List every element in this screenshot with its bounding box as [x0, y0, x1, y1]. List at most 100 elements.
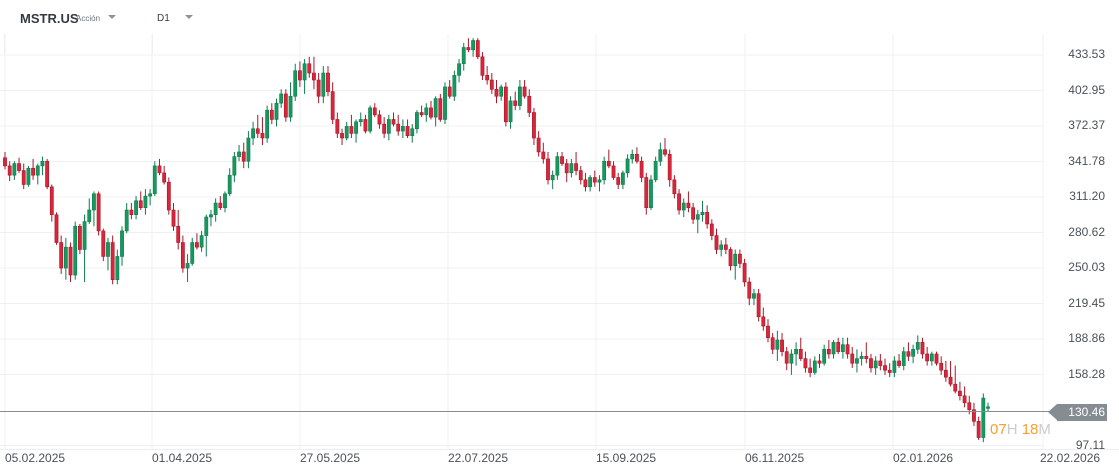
bearish-candle[interactable] — [438, 93, 443, 122]
bearish-candle[interactable] — [864, 342, 869, 364]
bearish-candle[interactable] — [59, 235, 64, 274]
bullish-candle[interactable] — [812, 356, 817, 375]
bullish-candle[interactable] — [92, 191, 96, 227]
bearish-candle[interactable] — [340, 128, 344, 146]
bearish-candle[interactable] — [349, 114, 354, 139]
bearish-candle[interactable] — [45, 158, 50, 190]
bullish-candle[interactable] — [986, 402, 990, 413]
bearish-candle[interactable] — [943, 360, 948, 382]
bearish-candle[interactable] — [363, 114, 368, 134]
bullish-candle[interactable] — [901, 347, 906, 371]
bearish-candle[interactable] — [447, 79, 452, 99]
bearish-candle[interactable] — [677, 189, 681, 215]
bullish-candle[interactable] — [386, 114, 391, 141]
bullish-candle[interactable] — [40, 156, 45, 176]
bullish-candle[interactable] — [424, 103, 429, 122]
bearish-candle[interactable] — [953, 365, 958, 394]
bullish-candle[interactable] — [457, 59, 461, 83]
bullish-candle[interactable] — [625, 154, 630, 178]
bearish-candle[interactable] — [972, 402, 976, 426]
bullish-candle[interactable] — [499, 84, 504, 101]
bearish-candle[interactable] — [616, 172, 621, 190]
bullish-candle[interactable] — [630, 149, 635, 164]
bearish-candle[interactable] — [527, 89, 532, 118]
bearish-candle[interactable] — [157, 158, 162, 176]
bearish-candle[interactable] — [560, 151, 564, 166]
bearish-candle[interactable] — [934, 351, 939, 366]
bullish-candle[interactable] — [124, 203, 129, 234]
bearish-candle[interactable] — [218, 196, 223, 211]
bullish-candle[interactable] — [213, 198, 218, 222]
bearish-candle[interactable] — [475, 38, 480, 60]
bearish-candle[interactable] — [110, 235, 115, 285]
bearish-candle[interactable] — [883, 358, 887, 375]
bullish-candle[interactable] — [274, 98, 279, 127]
bullish-candle[interactable] — [700, 200, 705, 222]
bearish-candle[interactable] — [195, 233, 199, 250]
bearish-candle[interactable] — [803, 351, 808, 373]
bearish-candle[interactable] — [546, 151, 550, 185]
bullish-candle[interactable] — [775, 330, 780, 361]
bullish-candle[interactable] — [87, 198, 92, 224]
bullish-candle[interactable] — [981, 393, 986, 443]
bearish-candle[interactable] — [686, 191, 691, 213]
bearish-candle[interactable] — [297, 61, 302, 87]
bullish-candle[interactable] — [620, 170, 625, 190]
bullish-candle[interactable] — [859, 351, 864, 366]
bearish-candle[interactable] — [611, 161, 616, 180]
bullish-candle[interactable] — [265, 105, 270, 143]
symbol-dropdown-chevron-icon[interactable] — [108, 15, 116, 19]
bearish-candle[interactable] — [396, 114, 401, 136]
bearish-candle[interactable] — [635, 147, 639, 164]
bearish-candle[interactable] — [770, 333, 775, 354]
bearish-candle[interactable] — [672, 175, 677, 199]
bearish-candle[interactable] — [536, 131, 541, 157]
bearish-candle[interactable] — [316, 73, 321, 104]
bearish-candle[interactable] — [578, 165, 583, 185]
bearish-candle[interactable] — [241, 142, 246, 169]
bullish-candle[interactable] — [223, 191, 227, 213]
bearish-candle[interactable] — [162, 165, 167, 185]
symbol-label[interactable]: MSTR.US — [20, 11, 79, 26]
bullish-candle[interactable] — [237, 145, 241, 162]
bearish-candle[interactable] — [330, 82, 335, 125]
bearish-candle[interactable] — [939, 356, 944, 375]
bearish-candle[interactable] — [574, 151, 578, 176]
bullish-candle[interactable] — [822, 344, 827, 366]
bearish-candle[interactable] — [906, 342, 911, 361]
bullish-candle[interactable] — [588, 175, 593, 192]
bullish-candle[interactable] — [681, 198, 686, 217]
bearish-candle[interactable] — [747, 277, 752, 306]
bearish-candle[interactable] — [255, 114, 260, 139]
bearish-candle[interactable] — [761, 307, 766, 331]
bullish-candle[interactable] — [12, 161, 17, 180]
bearish-candle[interactable] — [836, 337, 841, 354]
bearish-candle[interactable] — [705, 205, 710, 229]
bearish-candle[interactable] — [31, 158, 35, 180]
bullish-candle[interactable] — [452, 70, 457, 101]
bullish-candle[interactable] — [649, 175, 653, 211]
bearish-candle[interactable] — [897, 353, 901, 368]
bearish-candle[interactable] — [925, 347, 930, 366]
bearish-candle[interactable] — [513, 91, 518, 111]
bullish-candle[interactable] — [199, 230, 204, 252]
bearish-candle[interactable] — [784, 347, 789, 371]
bearish-candle[interactable] — [826, 340, 831, 359]
bearish-candle[interactable] — [405, 119, 410, 139]
bearish-candle[interactable] — [372, 103, 377, 118]
bullish-candle[interactable] — [82, 214, 87, 282]
bullish-candle[interactable] — [35, 163, 40, 185]
bullish-candle[interactable] — [410, 124, 415, 143]
bearish-candle[interactable] — [709, 219, 714, 241]
bearish-candle[interactable] — [962, 386, 967, 408]
bearish-candle[interactable] — [644, 172, 649, 215]
bullish-candle[interactable] — [597, 175, 602, 192]
bullish-candle[interactable] — [831, 340, 836, 359]
bearish-candle[interactable] — [817, 353, 822, 368]
bullish-candle[interactable] — [695, 210, 700, 234]
timeframe-dropdown-chevron-icon[interactable] — [185, 15, 193, 19]
bearish-candle[interactable] — [312, 56, 316, 90]
bullish-candle[interactable] — [63, 237, 68, 280]
bullish-candle[interactable] — [302, 59, 307, 94]
bullish-candle[interactable] — [855, 349, 859, 373]
